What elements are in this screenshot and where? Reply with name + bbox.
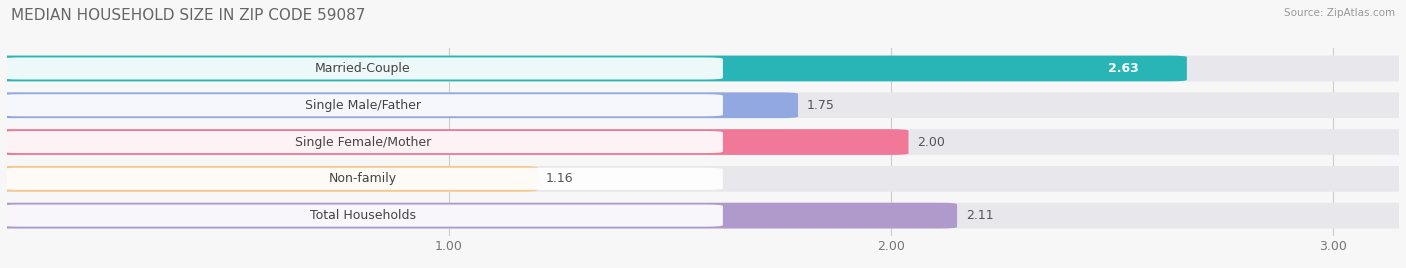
Text: Single Female/Mother: Single Female/Mother [295,136,430,148]
Text: 2.11: 2.11 [966,209,994,222]
Text: Source: ZipAtlas.com: Source: ZipAtlas.com [1284,8,1395,18]
Text: Married-Couple: Married-Couple [315,62,411,75]
Text: 2.63: 2.63 [1108,62,1139,75]
FancyBboxPatch shape [0,203,957,229]
FancyBboxPatch shape [0,92,799,118]
FancyBboxPatch shape [3,168,723,190]
FancyBboxPatch shape [0,203,1406,229]
FancyBboxPatch shape [3,204,723,227]
Text: Total Households: Total Households [309,209,416,222]
FancyBboxPatch shape [0,129,908,155]
FancyBboxPatch shape [3,57,723,80]
FancyBboxPatch shape [0,166,1406,192]
FancyBboxPatch shape [3,94,723,116]
FancyBboxPatch shape [0,166,537,192]
Text: 1.75: 1.75 [807,99,835,112]
Text: Single Male/Father: Single Male/Father [305,99,420,112]
Text: MEDIAN HOUSEHOLD SIZE IN ZIP CODE 59087: MEDIAN HOUSEHOLD SIZE IN ZIP CODE 59087 [11,8,366,23]
Text: 1.16: 1.16 [546,172,574,185]
FancyBboxPatch shape [0,129,1406,155]
FancyBboxPatch shape [0,55,1406,81]
Text: 2.00: 2.00 [917,136,945,148]
Text: Non-family: Non-family [329,172,396,185]
FancyBboxPatch shape [0,55,1187,81]
FancyBboxPatch shape [3,131,723,153]
FancyBboxPatch shape [0,92,1406,118]
